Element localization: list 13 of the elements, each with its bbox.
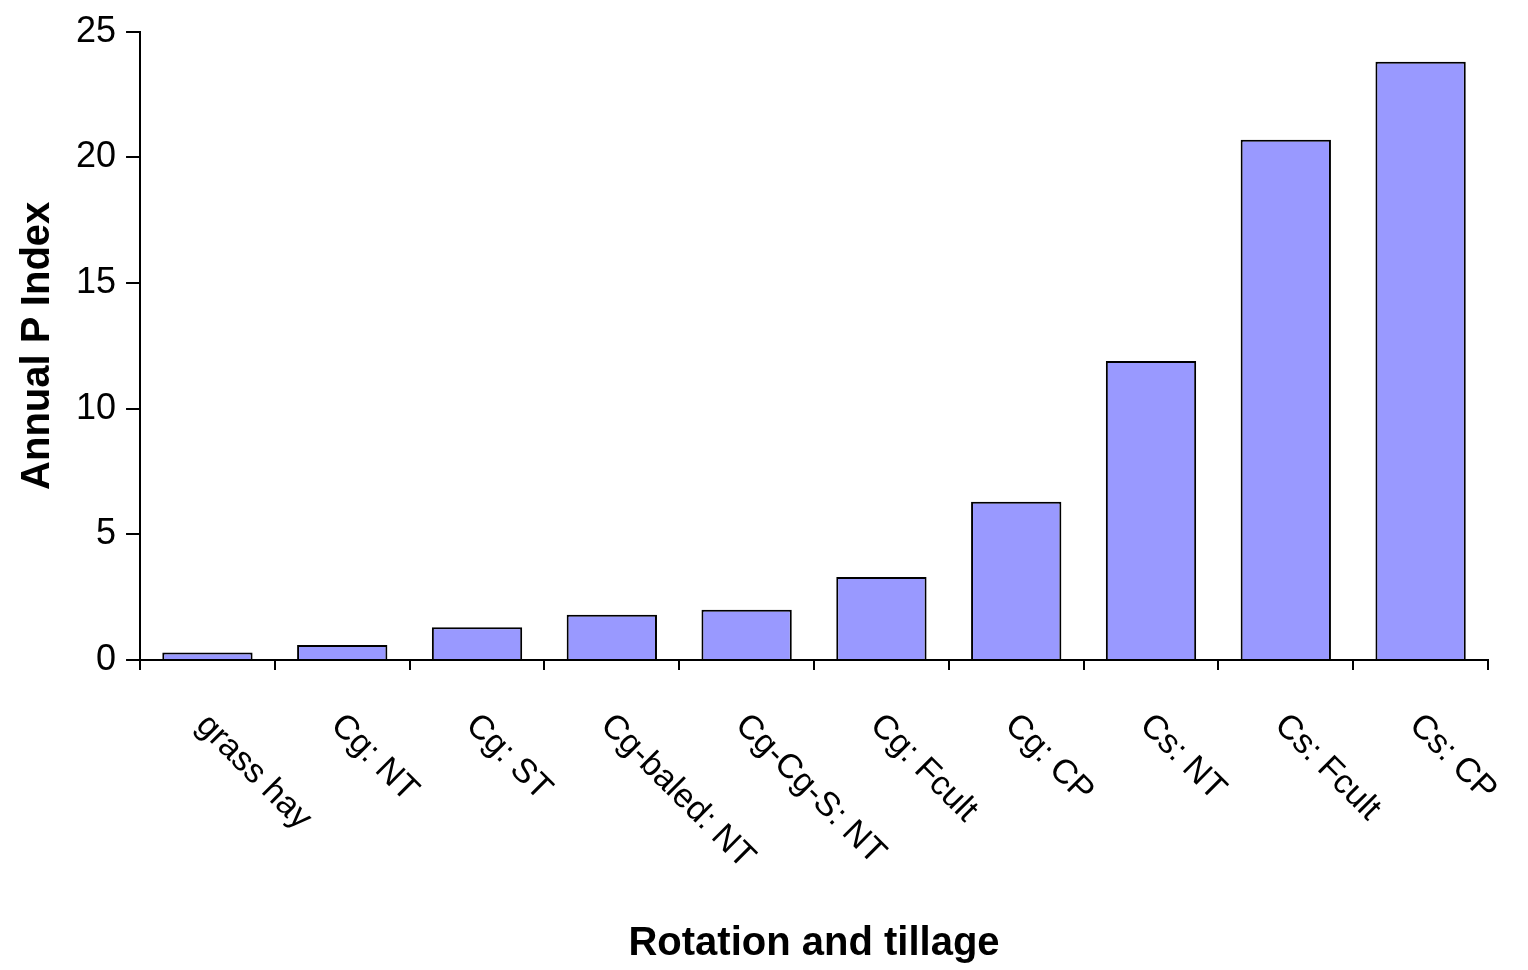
x-tick-label: Cs: CP bbox=[1403, 704, 1507, 808]
y-tick-label: 15 bbox=[76, 259, 117, 301]
x-tick-label: Cg: NT bbox=[324, 704, 428, 808]
y-axis-title: Annual P Index bbox=[13, 201, 58, 490]
y-tick-label: 10 bbox=[76, 385, 117, 427]
x-tick-label: Cg: ST bbox=[459, 704, 562, 807]
x-tick-label: Cs: NT bbox=[1133, 704, 1236, 807]
y-tick-label: 20 bbox=[76, 134, 117, 176]
y-tick-label: 25 bbox=[76, 8, 117, 50]
x-axis-title: Rotation and tillage bbox=[628, 919, 1000, 964]
x-tick-label: Cg: CP bbox=[998, 704, 1103, 810]
y-tick-label: 5 bbox=[96, 511, 117, 553]
y-tick-label: 0 bbox=[96, 636, 117, 678]
